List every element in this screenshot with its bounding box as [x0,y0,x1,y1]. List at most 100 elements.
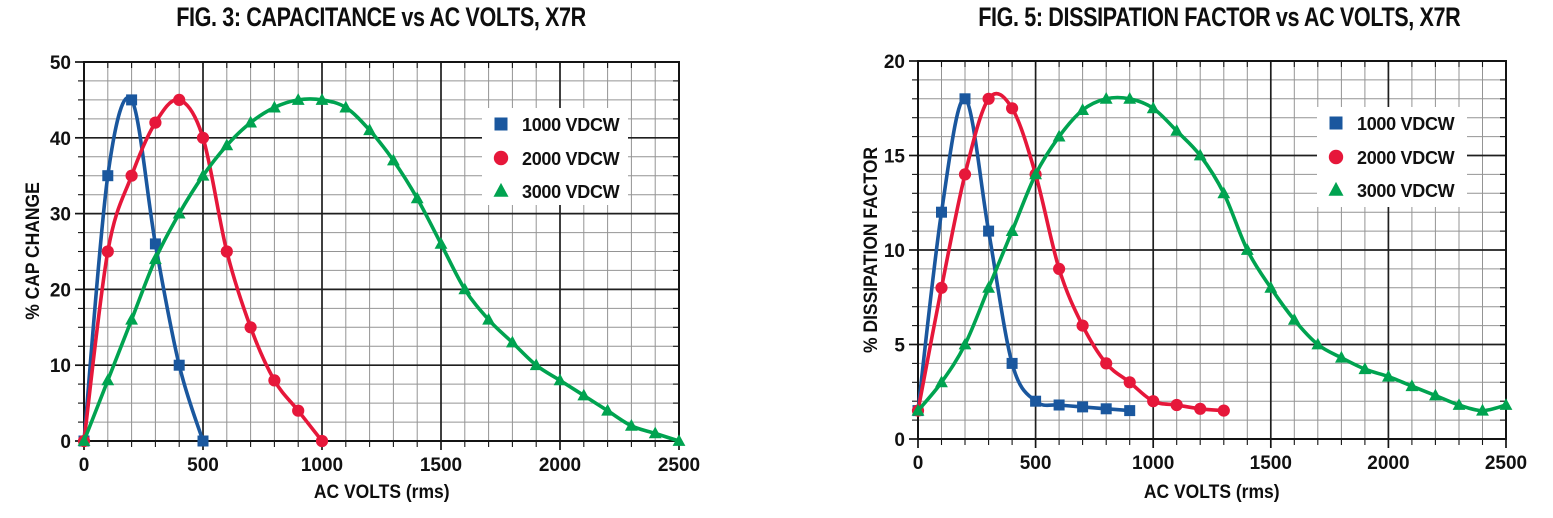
x-tick-labels: 0 500 1000 1500 2000 2500 [913,453,1527,474]
y-tick-label: 15 [884,147,906,168]
data-point-marker [126,94,138,106]
plot-fig3: 0 500 1000 1500 2000 2500 0 10 20 30 40 50 1000 VDCW… [50,53,700,476]
y-axis-label-text: % CAP CHANGE [23,182,44,320]
x-axis-label-fig3: AC VOLTS (rms) [84,482,679,504]
x-tick-label: 500 [187,455,219,476]
data-point-marker [101,373,115,386]
data-point-marker [292,404,305,417]
data-point-marker [244,321,257,334]
chart-fig5: 0 500 1000 1500 2000 2500 0 5 10 15 20 1000 VDCW 200… [773,0,1553,518]
legend-label: 1000 VDCW [522,115,620,135]
data-point-marker [672,434,686,446]
y-axis-label-text: % DISSIPATION FACTOR [861,147,882,353]
y-tick-labels: 0 10 20 30 40 50 [50,53,71,453]
series-3000-vdcw [77,93,686,446]
x-tick-label: 1500 [1250,453,1292,474]
data-point-marker [363,123,376,136]
data-point-marker [196,168,210,181]
y-tick-label: 30 [50,205,71,226]
data-point-marker [1053,262,1066,275]
legend-marker-square [494,117,508,131]
data-point-marker [268,100,281,113]
plot-border [917,60,1507,440]
data-point-marker [1147,395,1160,408]
x-tick-label: 1000 [1132,453,1174,474]
data-point-marker [149,238,161,250]
y-tick-label: 10 [50,356,71,377]
data-point-marker [220,138,234,151]
data-point-marker [553,373,567,386]
data-point-marker [1124,405,1136,417]
data-point-marker [1335,350,1348,363]
y-tick-label: 20 [884,52,905,73]
data-point-marker [125,312,138,325]
data-point-marker [291,93,305,105]
data-point-marker [1052,129,1066,142]
data-point-marker [648,426,662,439]
data-point-marker [173,93,186,106]
data-point-marker [935,281,948,294]
data-point-marker [149,116,162,129]
x-tick-label: 500 [1020,453,1052,474]
x-axis-label-fig5: AC VOLTS (rms) [918,482,1506,504]
data-point-marker [173,359,185,371]
data-point-marker [1170,398,1183,412]
data-point-marker [1029,167,1042,180]
data-point-marker [1287,313,1301,325]
data-point-marker [339,100,353,113]
data-point-marker [1193,148,1207,161]
data-point-marker [125,169,138,182]
data-point-marker [1358,362,1372,375]
data-point-marker [1077,401,1089,413]
chart-title-text: FIG. 3: CAPACITANCE vs AC VOLTS, X7R [176,2,587,32]
data-point-marker [1005,224,1019,236]
data-point-marker [482,312,495,325]
chart-title-fig3: FIG. 3: CAPACITANCE vs AC VOLTS, X7R [84,2,679,33]
data-point-marker [434,237,448,249]
x-tick-label: 2000 [539,455,581,476]
data-point-marker [1170,124,1184,136]
chart-title-text: FIG. 5: DISSIPATION FACTOR vs AC VOLTS, … [978,2,1461,32]
data-point-marker [1240,243,1254,255]
y-tick-label: 40 [50,129,71,150]
data-point-marker [268,374,281,387]
data-point-marker [315,434,329,448]
x-tick-labels: 0 500 1000 1500 2000 2500 [79,455,700,476]
series-3000-vdcw [911,92,1513,416]
y-axis-label-fig5: % DISSIPATION FACTOR [861,138,883,362]
data-point-marker [149,252,162,265]
y-tick-label: 0 [894,430,905,451]
data-point-marker [982,281,995,293]
chart-title-fig5: FIG. 5: DISSIPATION FACTOR vs AC VOLTS, … [918,2,1506,33]
data-point-marker [935,375,948,388]
x-tick-label: 2500 [658,455,700,476]
y-axis-label-fig3: % CAP CHANGE [23,176,45,326]
data-point-marker [196,131,210,144]
data-point-marker [315,93,329,105]
data-point-marker [197,435,209,447]
legend-label: 3000 VDCW [522,182,620,202]
legend-marker-triangle [493,182,509,197]
data-point-marker [936,206,947,218]
data-point-marker [1405,379,1419,392]
data-point-marker [959,93,971,105]
legend-marker-circle [493,150,509,166]
data-point-marker [220,245,233,258]
data-point-marker [410,191,424,204]
x-tick-label: 2000 [1367,453,1409,474]
y-tick-label: 20 [50,280,71,301]
x-tick-label: 0 [79,455,90,476]
data-point-marker [983,225,995,237]
data-point-marker [1194,402,1207,415]
data-point-marker [1217,404,1230,417]
data-point-marker [1100,403,1112,415]
data-point-marker [1146,101,1160,114]
data-point-marker [1099,92,1113,104]
data-point-marker [1264,281,1278,293]
y-tick-label: 5 [894,336,905,357]
data-point-marker [1382,369,1395,382]
x-axis-label-text: AC VOLTS (rms) [1144,482,1280,503]
legend-marker-circle [1328,149,1344,165]
data-point-marker [911,403,925,416]
data-point-marker [101,245,114,258]
